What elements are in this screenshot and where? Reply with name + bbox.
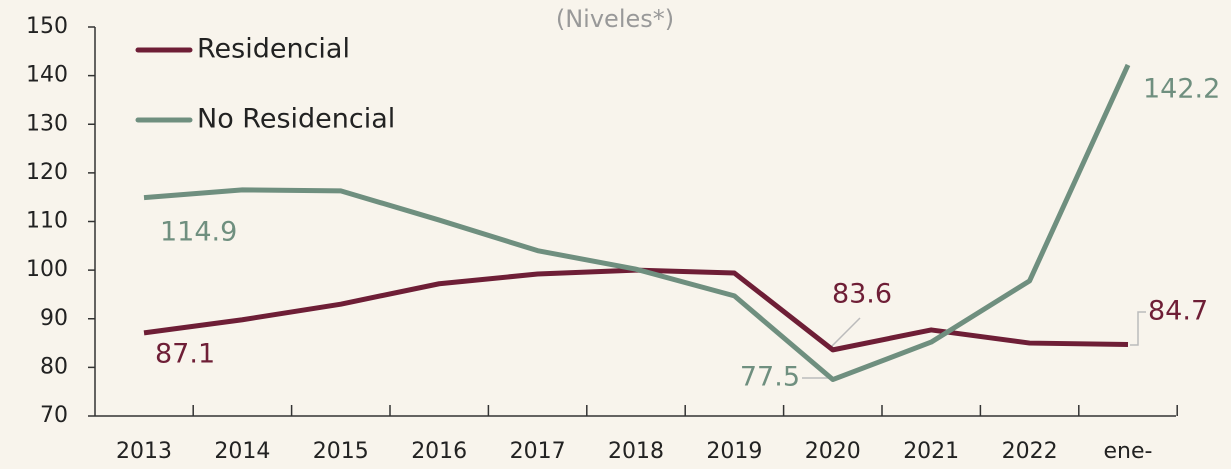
- y-tick-label: 130: [26, 111, 68, 136]
- x-tick-label: 2021: [903, 439, 959, 464]
- data-label: 77.5: [740, 362, 800, 393]
- leader-line: [1130, 311, 1146, 346]
- y-tick-label: 150: [26, 14, 68, 39]
- data-label: 87.1: [155, 339, 215, 370]
- y-tick-label: 90: [40, 306, 68, 331]
- x-tick-label: 2018: [608, 439, 664, 464]
- y-tick-label: 100: [26, 257, 68, 282]
- y-tick-label: 110: [26, 209, 68, 234]
- data-label: 142.2: [1143, 74, 1220, 105]
- x-tick-label: 2019: [706, 439, 762, 464]
- x-tick-label: 2015: [313, 439, 369, 464]
- y-tick-label: 80: [40, 354, 68, 379]
- x-tick-label: 2020: [805, 439, 861, 464]
- x-tick-label: 2017: [510, 439, 566, 464]
- legend-label: Residencial: [197, 34, 350, 65]
- leader-line: [829, 317, 861, 349]
- series-line: [143, 63, 1131, 383]
- y-tick-label: 140: [26, 63, 68, 88]
- y-tick-label: 70: [40, 403, 68, 428]
- data-label: 114.9: [160, 217, 237, 248]
- y-tick-label: 120: [26, 160, 68, 185]
- legend-label: No Residencial: [197, 104, 395, 135]
- x-tick-label: 2016: [411, 439, 467, 464]
- x-tick-label: ene-: [1104, 439, 1153, 464]
- chart-subtitle: (Niveles*): [556, 5, 674, 33]
- x-tick-label: 2013: [116, 439, 172, 464]
- data-label: 84.7: [1148, 296, 1208, 327]
- x-tick-label: 2014: [214, 439, 270, 464]
- data-label: 83.6: [832, 279, 892, 310]
- x-tick-label: 2022: [1002, 439, 1058, 464]
